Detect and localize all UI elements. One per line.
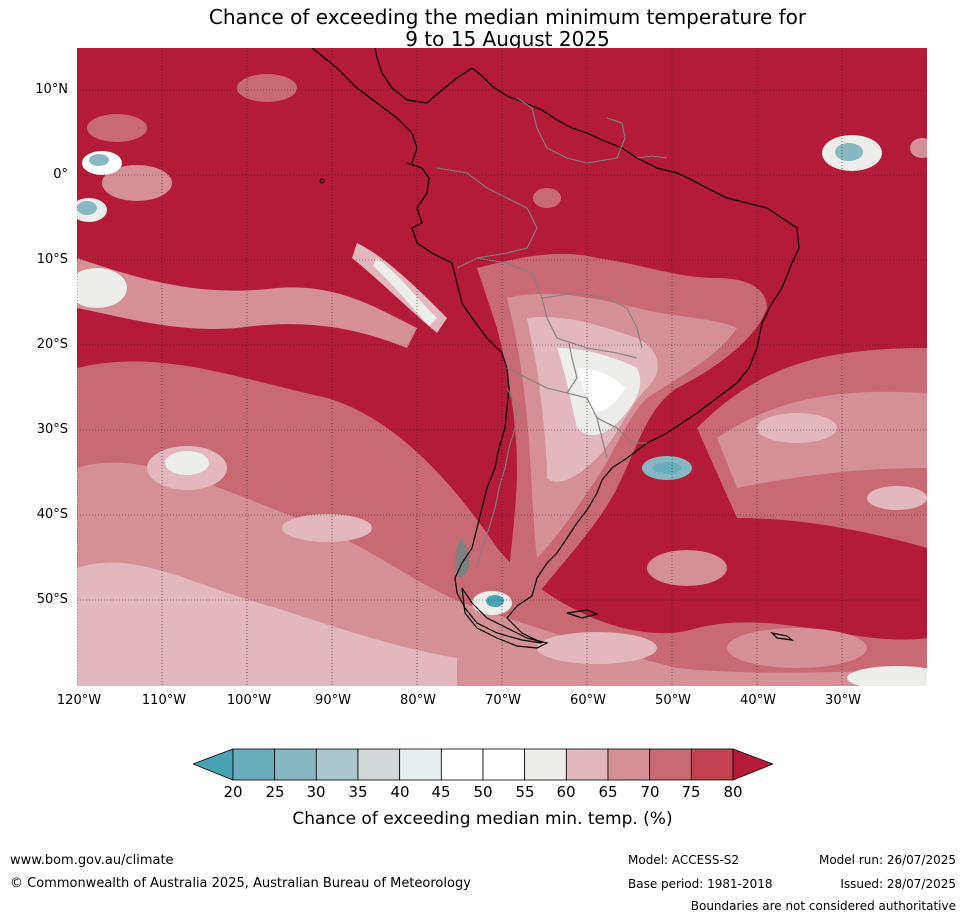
footer-disclaimer: Boundaries are not considered authoritat…	[690, 899, 956, 913]
colorbar-segment	[649, 748, 692, 781]
lon-label-100w: 100°W	[226, 693, 272, 708]
colorbar-label: Chance of exceeding median min. temp. (%…	[292, 809, 673, 829]
equatorial-pacific-band	[77, 74, 447, 348]
colorbar-segment	[232, 748, 276, 781]
colorbar-segment	[357, 748, 401, 781]
lon-label-60w: 60°W	[570, 693, 606, 708]
colorbar	[193, 748, 773, 781]
lon-label-110w: 110°W	[141, 693, 187, 708]
probability-map	[77, 48, 927, 686]
colorbar-tick-45: 45	[431, 783, 451, 801]
colorbar-low-extension	[193, 748, 234, 781]
colorbar-segment	[315, 748, 359, 781]
lat-lon-gridlines	[77, 48, 927, 686]
colorbar-tick-55: 55	[515, 783, 535, 801]
lat-label-40s: 40°S	[36, 507, 68, 522]
southern-ocean-band	[77, 361, 927, 686]
central-america-coastline	[311, 48, 473, 164]
footer-model-run: Model run: 26/07/2025	[818, 853, 956, 867]
lat-label-10n: 10°N	[35, 82, 68, 97]
map-graphic	[77, 48, 927, 686]
lat-label-30s: 30°S	[36, 422, 68, 437]
colorbar-tick-60: 60	[556, 783, 576, 801]
south-america-land-pattern	[472, 188, 767, 615]
south-america-coastline	[406, 67, 800, 644]
lon-label-50w: 50°W	[655, 693, 691, 708]
colorbar-tick-75: 75	[681, 783, 701, 801]
falkland-islands	[566, 609, 599, 619]
footer-copyright: © Commonwealth of Australia 2025, Austra…	[10, 876, 471, 891]
colorbar-tick-35: 35	[348, 783, 368, 801]
map-title-line2: 9 to 15 August 2025	[405, 27, 610, 51]
colorbar-tick-20: 20	[223, 783, 243, 801]
colorbar-segment	[607, 748, 651, 781]
south-atlantic-band	[697, 348, 927, 548]
colorbar-tick-70: 70	[640, 783, 660, 801]
colorbar-tick-40: 40	[390, 783, 410, 801]
footer-model: Model: ACCESS-S2	[628, 853, 740, 867]
lat-label-50s: 50°S	[36, 592, 68, 607]
footer-base-period: Base period: 1981-2018	[628, 877, 773, 891]
colorbar-tick-80: 80	[723, 783, 743, 801]
colorbar-segment	[399, 748, 442, 781]
map-title-line1: Chance of exceeding the median minimum t…	[208, 5, 807, 29]
south-georgia-island	[770, 632, 795, 641]
lon-label-120w: 120°W	[56, 693, 102, 708]
colorbar-tick-50: 50	[473, 783, 493, 801]
lat-label-20s: 20°S	[36, 337, 68, 352]
colorbar-tick-25: 25	[265, 783, 285, 801]
lat-label-10s: 10°S	[36, 252, 68, 267]
colorbar-segment	[565, 748, 609, 781]
colorbar-tick-30: 30	[306, 783, 326, 801]
colorbar-tick-65: 65	[598, 783, 618, 801]
colorbar-segment	[274, 748, 317, 781]
lon-label-80w: 80°W	[400, 693, 436, 708]
colorbar-high-extension	[732, 748, 773, 781]
colorbar-segment	[440, 748, 484, 781]
andes-terrain-mask	[455, 538, 470, 578]
lon-label-30w: 30°W	[825, 693, 861, 708]
colorbar-segments	[232, 748, 734, 781]
footer-website: www.bom.gov.au/climate	[10, 853, 174, 868]
colorbar-segment	[690, 748, 734, 781]
colorbar-segment	[524, 748, 567, 781]
colorbar-segment	[482, 748, 526, 781]
lon-label-90w: 90°W	[315, 693, 351, 708]
galapagos-islands	[319, 178, 325, 184]
tierra-del-fuego-coastline	[461, 587, 549, 649]
lon-label-40w: 40°W	[740, 693, 776, 708]
lon-label-70w: 70°W	[485, 693, 521, 708]
footer-issued: Issued: 28/07/2025	[840, 877, 956, 891]
lat-label-0: 0°	[53, 167, 68, 182]
